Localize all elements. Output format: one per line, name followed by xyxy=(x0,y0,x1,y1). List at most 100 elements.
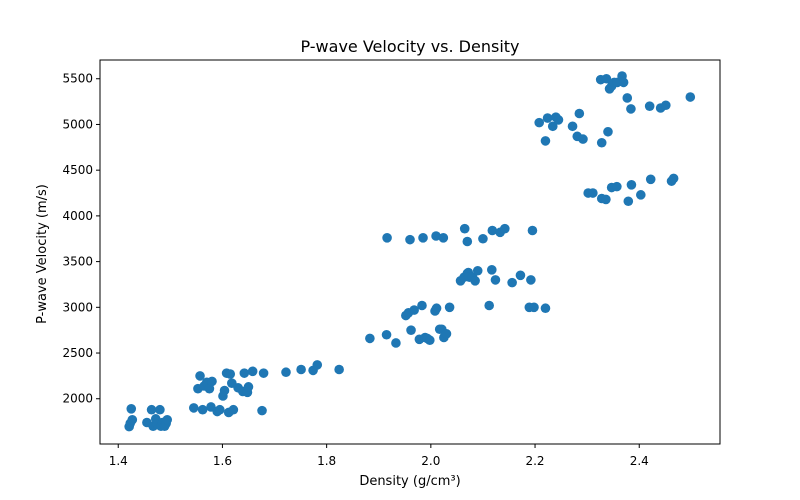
data-point xyxy=(596,137,607,148)
y-axis-label: P-wave Velocity (m/s) xyxy=(35,184,50,324)
chart-title: P-wave Velocity vs. Density xyxy=(300,37,519,56)
data-point xyxy=(381,329,392,340)
data-point xyxy=(547,121,558,132)
data-point xyxy=(601,194,611,205)
data-point xyxy=(258,368,269,378)
plot-frame xyxy=(99,59,721,445)
data-point xyxy=(243,382,254,392)
data-point xyxy=(405,234,415,245)
data-point xyxy=(225,369,236,379)
data-point xyxy=(431,303,442,314)
x-tick-label: 2.0 xyxy=(421,454,440,468)
data-point xyxy=(618,77,629,88)
data-point xyxy=(391,338,401,348)
y-tick-label: 2000 xyxy=(62,392,93,406)
data-point xyxy=(500,223,510,234)
data-point xyxy=(645,174,656,185)
data-point xyxy=(626,104,636,114)
data-point xyxy=(567,121,578,132)
data-point xyxy=(574,108,585,119)
data-point xyxy=(588,188,598,198)
data-point xyxy=(542,113,553,123)
data-point xyxy=(281,367,291,378)
data-point xyxy=(188,403,199,413)
data-point xyxy=(247,366,258,377)
x-axis-ticks: 1.4 1.6 1.8 2.0 2.2 2.4 xyxy=(109,444,649,468)
data-point xyxy=(127,414,138,425)
x-tick-label: 1.6 xyxy=(213,454,232,468)
data-point xyxy=(661,100,671,111)
x-tick-label: 1.8 xyxy=(317,454,336,468)
data-point xyxy=(441,329,452,339)
data-point xyxy=(623,196,634,207)
y-tick-label: 4000 xyxy=(62,209,93,223)
data-point xyxy=(644,101,655,111)
data-point xyxy=(239,368,250,378)
data-point xyxy=(470,276,480,286)
y-tick-label: 3500 xyxy=(62,255,93,269)
data-point xyxy=(406,325,416,335)
data-point xyxy=(527,225,538,236)
data-point xyxy=(529,302,539,313)
data-point xyxy=(409,305,419,315)
data-point xyxy=(487,265,497,275)
data-point xyxy=(668,173,679,184)
data-point xyxy=(472,265,483,276)
data-point xyxy=(444,302,455,313)
data-point xyxy=(490,275,501,285)
data-point xyxy=(478,233,488,244)
points-layer xyxy=(124,71,696,432)
data-point xyxy=(431,231,441,241)
data-point xyxy=(622,93,633,103)
data-point xyxy=(204,383,215,394)
data-point xyxy=(540,136,551,146)
data-point xyxy=(146,404,157,415)
data-point xyxy=(418,233,428,243)
y-tick-label: 4500 xyxy=(62,163,93,177)
data-point xyxy=(257,405,267,416)
data-point xyxy=(459,223,470,234)
data-point xyxy=(228,404,239,415)
data-point xyxy=(636,190,646,200)
data-point xyxy=(126,404,137,414)
y-tick-label: 5000 xyxy=(62,117,93,131)
data-point xyxy=(382,233,392,243)
data-point xyxy=(162,414,173,425)
data-point xyxy=(603,126,613,137)
y-axis-ticks: 2000 2500 3000 3500 4000 4500 5000 5500 xyxy=(62,72,100,406)
data-point xyxy=(215,404,225,415)
data-point xyxy=(197,404,208,415)
data-point xyxy=(296,364,306,375)
data-point xyxy=(612,181,622,192)
y-tick-label: 5500 xyxy=(62,72,93,86)
data-point xyxy=(553,115,564,125)
data-point xyxy=(578,134,588,144)
data-point xyxy=(601,73,612,84)
data-point xyxy=(540,303,551,314)
data-point xyxy=(487,225,498,236)
x-tick-label: 2.4 xyxy=(630,454,649,468)
data-point xyxy=(626,180,637,190)
data-point xyxy=(155,404,165,415)
data-point xyxy=(534,117,545,128)
data-point xyxy=(417,300,427,311)
data-point xyxy=(685,92,696,102)
data-point xyxy=(207,376,217,387)
x-tick-label: 1.4 xyxy=(109,454,128,468)
data-point xyxy=(219,385,230,396)
data-point xyxy=(365,333,375,344)
y-tick-label: 3000 xyxy=(62,300,93,314)
y-tick-label: 2500 xyxy=(62,346,93,360)
data-point xyxy=(484,300,494,311)
x-tick-label: 2.2 xyxy=(525,454,544,468)
data-point xyxy=(526,275,536,285)
data-point xyxy=(462,236,473,247)
data-point xyxy=(438,233,449,243)
data-point xyxy=(425,335,435,346)
data-point xyxy=(334,364,344,375)
x-axis-label: Density (g/cm³) xyxy=(359,474,460,489)
data-point xyxy=(515,270,526,281)
data-point xyxy=(507,277,517,288)
